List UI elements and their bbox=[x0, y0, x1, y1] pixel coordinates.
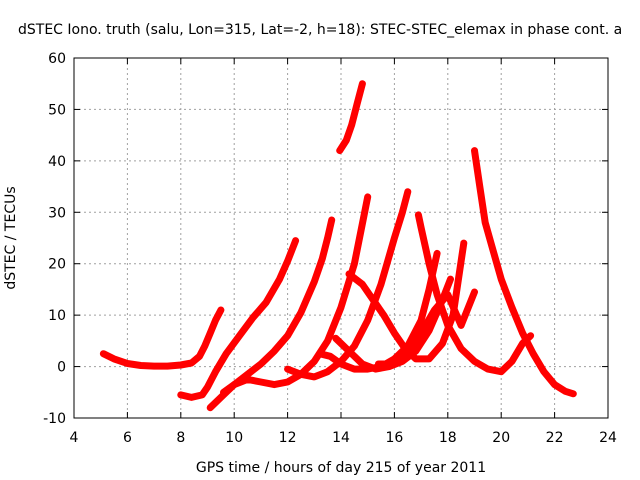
series-line-1 bbox=[99, 306, 225, 370]
y-tick-label: 60 bbox=[48, 51, 66, 67]
x-axis-label: GPS time / hours of day 215 of year 2011 bbox=[196, 460, 486, 476]
y-tick-label: 20 bbox=[48, 257, 66, 273]
y-tick-label: 50 bbox=[48, 102, 66, 118]
x-tick-label: 12 bbox=[279, 430, 297, 446]
x-tick-label: 16 bbox=[385, 430, 403, 446]
series-line-5 bbox=[284, 188, 412, 381]
x-tick-label: 6 bbox=[123, 430, 132, 446]
series-group bbox=[99, 80, 577, 412]
series-line-9 bbox=[345, 239, 468, 363]
y-tick-label: 40 bbox=[48, 154, 66, 170]
series-line-10 bbox=[374, 288, 478, 368]
x-tick-label: 22 bbox=[546, 430, 564, 446]
x-tick-label: 8 bbox=[176, 430, 185, 446]
x-tick-label: 4 bbox=[70, 430, 79, 446]
x-tick-label: 10 bbox=[225, 430, 243, 446]
series-line-11 bbox=[414, 211, 535, 376]
y-tick-label: 30 bbox=[48, 205, 66, 221]
x-tick-label: 14 bbox=[332, 430, 350, 446]
series-line-2 bbox=[177, 237, 300, 401]
y-axis-label: dSTEC / TECUs bbox=[3, 186, 19, 289]
series-line-4 bbox=[220, 193, 372, 396]
chart-title: dSTEC Iono. truth (salu, Lon=315, Lat=-2… bbox=[18, 22, 622, 38]
axis-ticks: 4 6 8 10 12 14 16 18 20 22 24 -10 0 10 20 30 40 50 60 bbox=[43, 51, 617, 446]
x-tick-label: 20 bbox=[492, 430, 510, 446]
x-tick-label: 24 bbox=[599, 430, 617, 446]
series-line-12 bbox=[471, 147, 577, 398]
series-line-6 bbox=[336, 80, 366, 155]
x-tick-label: 18 bbox=[439, 430, 457, 446]
y-tick-label: 0 bbox=[57, 360, 66, 376]
y-tick-label: 10 bbox=[48, 308, 66, 324]
y-tick-label: -10 bbox=[43, 411, 66, 427]
